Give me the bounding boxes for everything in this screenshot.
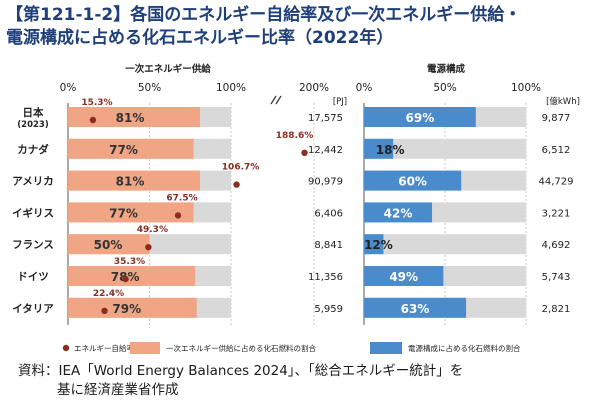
right-bar-value-label: 18% — [376, 143, 405, 157]
self-sufficiency-dot — [233, 181, 240, 188]
right-total-value: 4,692 — [542, 240, 571, 251]
self-sufficiency-label: 106.7% — [222, 163, 260, 173]
legend-self-sufficiency: エネルギー自給率 — [74, 343, 134, 353]
left-total-value: 5,959 — [314, 304, 343, 315]
left-bar-value-label: 79% — [112, 302, 141, 316]
self-sufficiency-dot — [301, 149, 308, 156]
source-line-1: 資料：IEA「World Energy Balances 2024」、「総合エネ… — [18, 363, 464, 379]
legend-power-swatch — [370, 342, 402, 354]
left-panel-heading: 一次エネルギー供給 — [125, 63, 211, 75]
right-total-value: 6,512 — [542, 145, 571, 156]
self-sufficiency-dot — [174, 212, 182, 219]
self-sufficiency-dot — [89, 116, 97, 124]
left-tick-label: 100% — [216, 82, 246, 94]
legend-primary-swatch — [130, 342, 160, 354]
right-fossil-bar — [364, 202, 433, 223]
self-sufficiency-dot — [145, 244, 152, 251]
right-total-value: 9,877 — [542, 113, 571, 124]
left-total-value: 6,406 — [314, 208, 343, 219]
right-total-value: 3,221 — [542, 208, 571, 219]
right-bar-value-label: 63% — [401, 302, 430, 316]
right-bar-value-label: 12% — [364, 238, 393, 252]
self-sufficiency-label: 67.5% — [166, 193, 197, 203]
right-fossil-bar — [364, 170, 462, 191]
left-total-value: 17,575 — [308, 113, 343, 124]
right-panel-heading: 電源構成 — [427, 63, 466, 75]
right-bar-value-label: 69% — [406, 111, 435, 125]
chart-title: 【第121-1-2】各国のエネルギー自給率及び一次エネルギー供給・ 電源構成に占… — [6, 4, 591, 50]
left-tick-label: 0% — [60, 82, 77, 94]
source-note: 資料：IEA「World Energy Balances 2024」、「総合エネ… — [18, 362, 588, 400]
left-tick-label: 200% — [299, 82, 329, 94]
right-remainder-bar — [364, 234, 526, 255]
right-bar-value-label: 49% — [389, 270, 418, 284]
left-fossil-bar — [68, 202, 194, 223]
legend-dot-marker — [62, 344, 70, 352]
left-bar-value-label: 81% — [116, 111, 145, 125]
left-bar-value-label: 81% — [116, 175, 145, 189]
self-sufficiency-dot — [122, 275, 129, 283]
category-label: フランス — [12, 239, 54, 251]
left-tick-label: 50% — [138, 82, 161, 94]
legend-power-fossil: 電源構成に占める化石燃料の割合 — [408, 343, 521, 353]
axis-break-mark — [275, 95, 282, 105]
title-line-2: 電源構成に占める化石エネルギー比率（2022年） — [6, 28, 394, 48]
left-total-value: 11,356 — [308, 272, 343, 283]
right-fossil-bar — [364, 266, 444, 286]
source-line-2: 基に経済産業省作成 — [57, 382, 179, 398]
category-label: イギリス — [12, 206, 54, 219]
left-total-value: 90,979 — [308, 177, 343, 188]
category-label: イタリア — [12, 303, 54, 315]
right-unit-label: [億kWh] — [546, 96, 580, 107]
right-fossil-bar — [364, 138, 394, 159]
category-label: カナダ — [17, 143, 49, 156]
left-fossil-bar — [68, 170, 201, 191]
left-bar-value-label: 77% — [109, 143, 138, 157]
category-sublabel: (2023) — [17, 120, 49, 130]
left-fossil-bar — [68, 234, 150, 255]
self-sufficiency-label: 49.3% — [137, 225, 168, 235]
left-fossil-bar — [68, 266, 196, 286]
self-sufficiency-label: 22.4% — [93, 289, 124, 299]
self-sufficiency-label: 188.6% — [276, 131, 314, 141]
right-fossil-bar — [364, 297, 467, 318]
left-total-value: 12,442 — [308, 145, 343, 156]
legend-primary-fossil: 一次エネルギー供給に占める化石燃料の割合 — [166, 343, 316, 353]
right-total-value: 5,743 — [542, 272, 571, 283]
self-sufficiency-dot — [101, 307, 108, 314]
left-total-value: 8,841 — [314, 240, 343, 251]
title-line-1: 【第121-1-2】各国のエネルギー自給率及び一次エネルギー供給・ — [6, 5, 522, 25]
right-bar-value-label: 60% — [398, 175, 427, 189]
right-bar-value-label: 42% — [384, 206, 413, 220]
left-bar-value-label: 50% — [94, 238, 123, 252]
axis-break-mark — [270, 95, 277, 105]
left-fossil-bar — [68, 107, 201, 127]
right-tick-label: 0% — [356, 82, 373, 94]
category-label: アメリカ — [12, 176, 53, 188]
category-label: 日本 — [23, 106, 44, 119]
left-fossil-bar — [68, 297, 197, 318]
category-label: ドイツ — [17, 271, 49, 283]
right-tick-label: 50% — [433, 82, 456, 94]
left-fossil-bar — [68, 138, 194, 159]
right-fossil-bar — [364, 234, 384, 255]
self-sufficiency-label: 15.3% — [81, 98, 112, 108]
right-remainder-bar — [364, 138, 526, 159]
left-bar-value-label: 77% — [109, 206, 138, 220]
right-fossil-bar — [364, 107, 476, 127]
left-unit-label: [PJ] — [333, 97, 347, 107]
self-sufficiency-label: 35.3% — [114, 257, 145, 267]
right-total-value: 2,821 — [542, 304, 571, 315]
right-tick-label: 100% — [511, 82, 541, 94]
right-total-value: 44,729 — [539, 177, 574, 188]
